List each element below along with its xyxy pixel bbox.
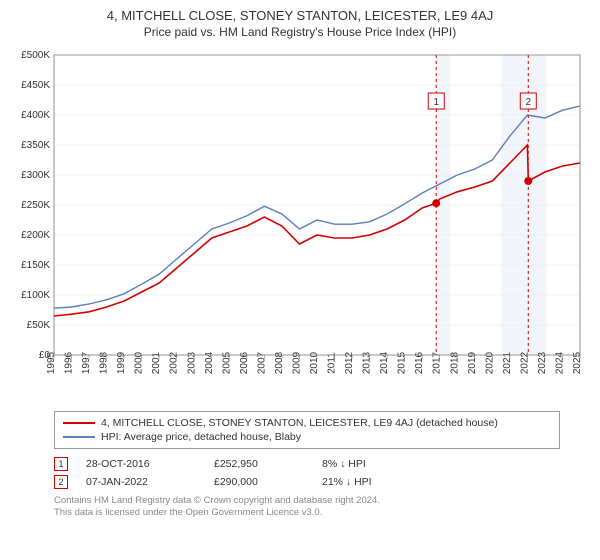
y-tick-label: £200K (21, 230, 50, 241)
page-subtitle: Price paid vs. HM Land Registry's House … (10, 25, 590, 39)
y-tick-label: £350K (21, 140, 50, 151)
marker-row: 2 07-JAN-2022 £290,000 21% ↓ HPI (54, 473, 560, 491)
marker-date: 07-JAN-2022 (86, 476, 196, 488)
marker-row-badge: 2 (54, 475, 68, 489)
attribution: Contains HM Land Registry data © Crown c… (54, 495, 560, 520)
legend-row: HPI: Average price, detached house, Blab… (63, 430, 551, 444)
legend-label: 4, MITCHELL CLOSE, STONEY STANTON, LEICE… (101, 417, 498, 429)
marker-badge-label: 1 (433, 97, 439, 108)
legend-swatch (63, 422, 95, 424)
marker-dot (524, 177, 532, 185)
y-tick-label: £450K (21, 80, 50, 91)
legend-label: HPI: Average price, detached house, Blab… (101, 431, 301, 443)
marker-row: 1 28-OCT-2016 £252,950 8% ↓ HPI (54, 455, 560, 473)
y-tick-label: £150K (21, 260, 50, 271)
marker-pct: 8% ↓ HPI (322, 458, 432, 470)
y-tick-label: £250K (21, 200, 50, 211)
line-chart: £0£50K£100K£150K£200K£250K£300K£350K£400… (10, 45, 590, 405)
y-tick-label: £100K (21, 290, 50, 301)
marker-table: 1 28-OCT-2016 £252,950 8% ↓ HPI 2 07-JAN-2022… (54, 455, 560, 491)
marker-row-badge: 1 (54, 457, 68, 471)
marker-price: £252,950 (214, 458, 304, 470)
marker-pct: 21% ↓ HPI (322, 476, 432, 488)
attribution-line1: Contains HM Land Registry data © Crown c… (54, 495, 560, 507)
marker-dot (432, 199, 440, 207)
legend: 4, MITCHELL CLOSE, STONEY STANTON, LEICE… (54, 411, 560, 449)
legend-swatch (63, 436, 95, 438)
y-tick-label: £300K (21, 170, 50, 181)
marker-date: 28-OCT-2016 (86, 458, 196, 470)
attribution-line2: This data is licensed under the Open Gov… (54, 507, 560, 519)
legend-row: 4, MITCHELL CLOSE, STONEY STANTON, LEICE… (63, 416, 551, 430)
page-title: 4, MITCHELL CLOSE, STONEY STANTON, LEICE… (10, 8, 590, 23)
y-tick-label: £50K (27, 320, 51, 331)
chart-area: £0£50K£100K£150K£200K£250K£300K£350K£400… (10, 45, 590, 405)
y-tick-label: £400K (21, 110, 50, 121)
marker-badge-label: 2 (525, 97, 531, 108)
marker-price: £290,000 (214, 476, 304, 488)
y-tick-label: £500K (21, 50, 50, 61)
